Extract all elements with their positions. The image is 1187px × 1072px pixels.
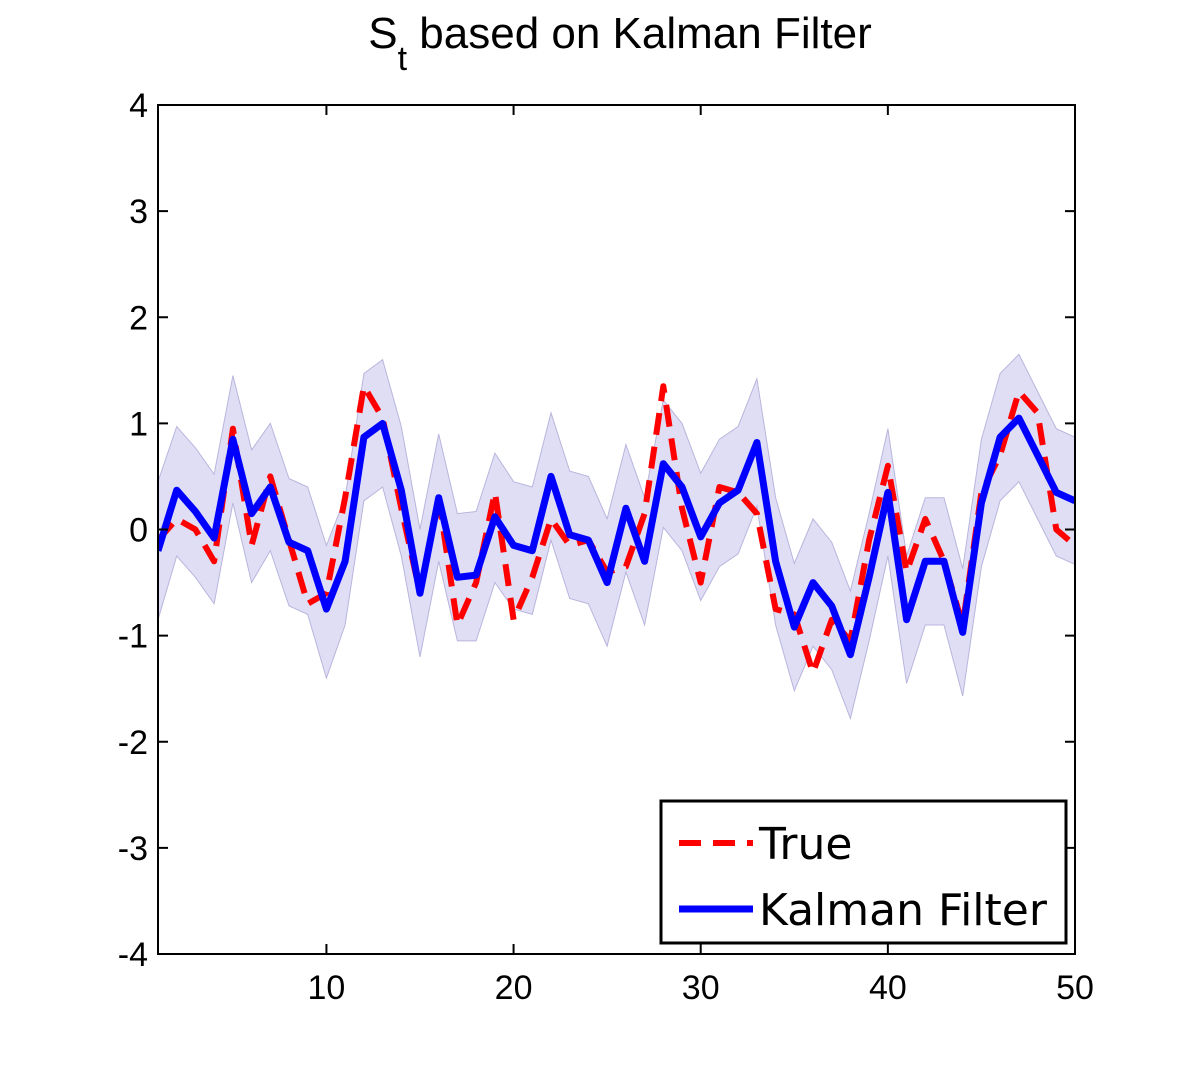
plot-contents xyxy=(158,353,1075,721)
y-tick-label: -1 xyxy=(118,618,148,656)
legend: True Kalman Filter xyxy=(659,799,1068,945)
legend-label-kalman-filter: Kalman Filter xyxy=(759,885,1048,936)
plot-area xyxy=(158,353,1075,721)
series-line-kalman-filter xyxy=(158,414,1075,659)
x-tick-label: 10 xyxy=(308,969,346,1007)
y-tick-label: -2 xyxy=(118,724,148,762)
y-tick-label: 1 xyxy=(129,405,148,443)
series-line-true xyxy=(158,383,1075,676)
y-tick-label: 4 xyxy=(129,87,148,125)
chart-title-subscript: t xyxy=(398,40,408,78)
y-tick-label: 2 xyxy=(129,299,148,337)
y-tick-label: -4 xyxy=(118,936,148,974)
chart-title-main: S xyxy=(368,9,397,58)
x-tick-label: 40 xyxy=(869,969,907,1007)
chart-title-rest: based on Kalman Filter xyxy=(407,9,872,58)
y-tick-label: 0 xyxy=(129,512,148,550)
x-tick-label: 50 xyxy=(1056,969,1094,1007)
legend-box xyxy=(659,799,1068,945)
y-tick-label: 3 xyxy=(129,193,148,231)
x-tick-label: 30 xyxy=(682,969,720,1007)
legend-label-true: True xyxy=(758,819,852,870)
y-tick-label: -3 xyxy=(118,830,148,868)
x-tick-label: 20 xyxy=(495,969,533,1007)
chart-title: St based on Kalman Filter xyxy=(368,9,872,78)
